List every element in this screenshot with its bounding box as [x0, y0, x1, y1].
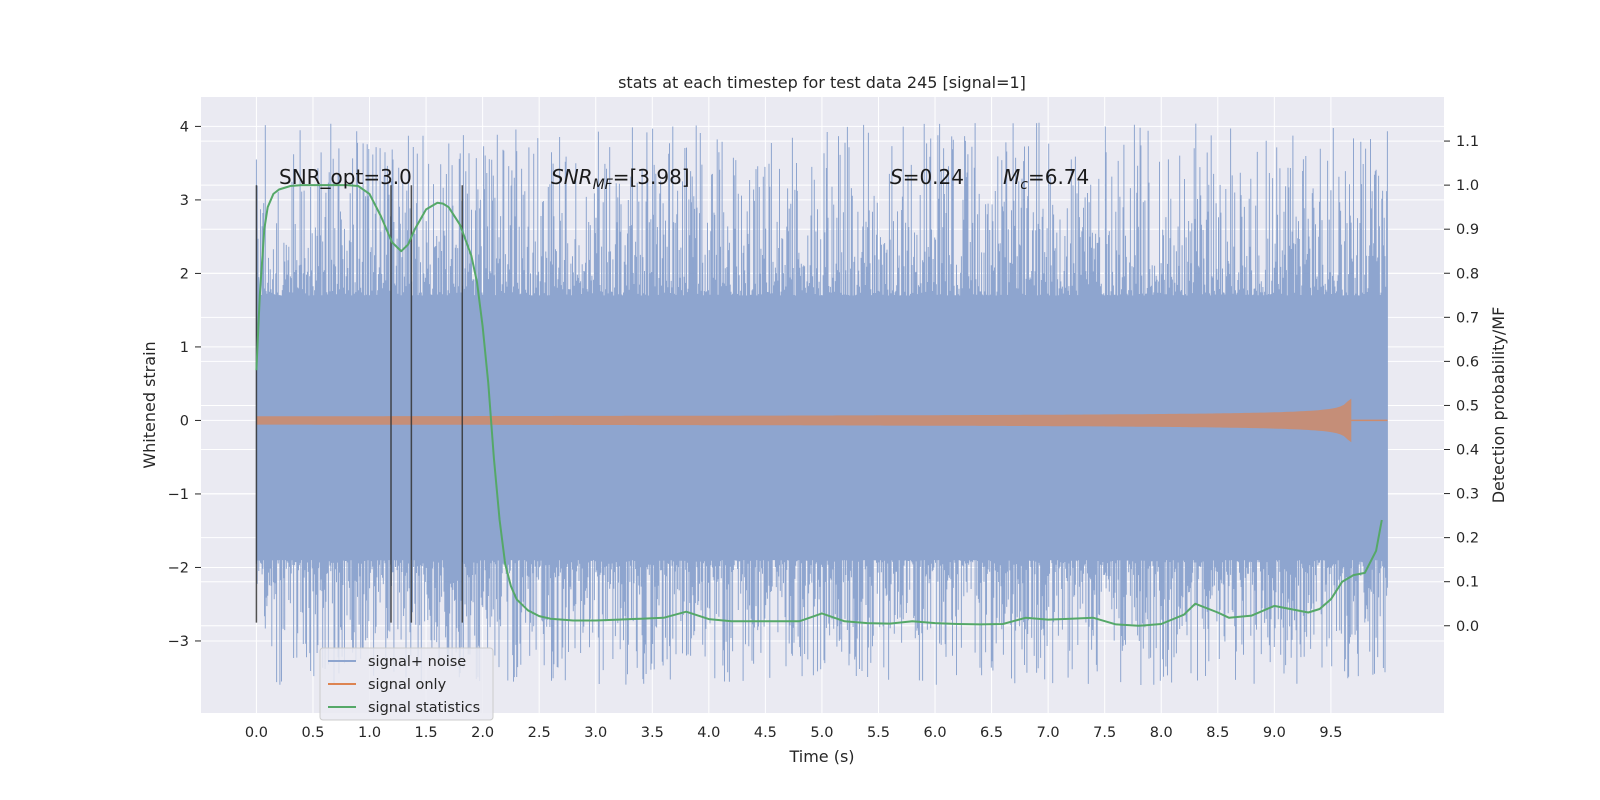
x-tick-label: 0.0 [245, 725, 268, 741]
x-tick-label: 4.5 [754, 725, 777, 741]
y-right-tick-label: 0.8 [1456, 266, 1479, 282]
y-tick-label: 3 [180, 193, 189, 209]
annotation-snr-mf-base: SNR [551, 165, 593, 189]
y-right-tick-label: 0.3 [1456, 487, 1479, 503]
annotation-snr-mf-value: =[3.98] [613, 165, 690, 189]
x-tick-label: 5.5 [867, 725, 890, 741]
data-layer [255, 122, 1388, 685]
x-tick-label: 7.5 [1093, 725, 1116, 741]
stats-line [255, 184, 1383, 627]
x-tick-label: 9.0 [1263, 725, 1286, 741]
annotation-s-symbol: S [890, 165, 903, 189]
x-tick-label: 2.0 [471, 725, 494, 741]
x-tick-label: 6.0 [924, 725, 947, 741]
annotation-mc-value: =6.74 [1028, 165, 1089, 189]
y-right-tick-label: 1.1 [1456, 134, 1479, 150]
y-tick-label: 1 [180, 340, 189, 356]
annotation-mc-sub: c [1020, 177, 1028, 193]
x-tick-label: 6.5 [980, 725, 1003, 741]
x-tick-label: 8.0 [1150, 725, 1173, 741]
y-right-tick-label: 0.9 [1456, 222, 1479, 238]
y-tick-label: 0 [180, 413, 189, 429]
y-right-tick-label: 0.6 [1456, 354, 1479, 370]
y-right-axis-ticks: 0.0 0.1 0.2 0.3 0.4 0.5 0.6 0.7 0.8 0.9 1.0 1.1 [1444, 134, 1479, 635]
x-tick-label: 4.0 [697, 725, 720, 741]
x-tick-label: 1.5 [415, 725, 438, 741]
annotation-s: S=0.24 [890, 165, 964, 189]
noise-series [255, 122, 1388, 685]
y-right-tick-label: 0.5 [1456, 398, 1479, 414]
x-tick-label: 1.0 [358, 725, 381, 741]
legend-label-noise: signal+ noise [368, 654, 466, 670]
vertical-markers [255, 185, 464, 623]
chart-title: stats at each timestep for test data 245… [618, 73, 1026, 92]
x-tick-label: 2.5 [528, 725, 551, 741]
y-right-tick-label: 0.2 [1456, 531, 1479, 547]
x-tick-label: 8.5 [1206, 725, 1229, 741]
y-right-tick-label: 1.0 [1456, 178, 1479, 194]
x-tick-label: 3.5 [641, 725, 664, 741]
x-axis-ticks: 0.0 0.5 1.0 1.5 2.0 2.5 3.0 3.5 4.0 4.5 5.0 5.5 6.0 6… [245, 725, 1343, 741]
y-tick-label: 4 [180, 119, 189, 135]
signal-series [256, 398, 1388, 443]
annotation-snr-mf: SNRMF=[3.98] [551, 165, 690, 193]
annotation-snr-mf-sub: MF [593, 177, 614, 193]
signal-envelope [256, 398, 1352, 443]
y-tick-label: −3 [168, 634, 189, 650]
stats-series [255, 184, 1383, 627]
annotation-mc: Mc=6.74 [1003, 165, 1089, 193]
legend: signal+ noise signal only signal statist… [319, 647, 494, 721]
y-tick-label: −1 [168, 487, 189, 503]
y-right-axis-label: Detection probability/MF [1489, 307, 1508, 504]
legend-label-stats: signal statistics [368, 700, 480, 716]
annotation-s-value: =0.24 [903, 165, 964, 189]
y-axis-ticks: −3 −2 −1 0 1 2 3 4 [168, 119, 201, 650]
x-tick-label: 0.5 [301, 725, 324, 741]
x-tick-label: 3.0 [584, 725, 607, 741]
y-tick-label: 2 [180, 266, 189, 282]
annotation-snr-opt: SNR_opt=3.0 [279, 165, 412, 189]
y-tick-label: −2 [168, 560, 189, 576]
legend-label-signal: signal only [368, 677, 447, 693]
x-axis-label: Time (s) [788, 747, 854, 766]
x-tick-label: 9.5 [1319, 725, 1342, 741]
legend-box [319, 647, 494, 721]
x-tick-label: 7.0 [1037, 725, 1060, 741]
y-right-tick-label: 0.0 [1456, 619, 1479, 635]
annotation-mc-symbol: M [1003, 165, 1020, 189]
y-axis-label: Whitened strain [140, 341, 159, 468]
y-right-tick-label: 0.4 [1456, 443, 1479, 459]
y-right-tick-label: 0.7 [1456, 310, 1479, 326]
x-tick-label: 5.0 [810, 725, 833, 741]
y-right-tick-label: 0.1 [1456, 575, 1479, 591]
